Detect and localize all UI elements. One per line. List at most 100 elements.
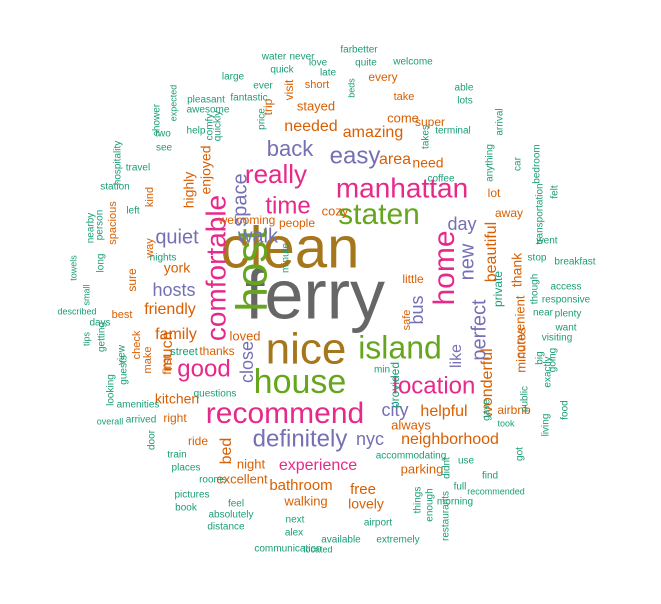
word-enough: enough [425, 488, 436, 521]
word-safe: safe [401, 310, 413, 331]
word-takes: takes [421, 125, 432, 149]
word-stayed: stayed [297, 98, 335, 113]
word-door: door [147, 429, 158, 450]
word-enjoyed: enjoyed [198, 145, 214, 194]
word-stop: stop [528, 253, 547, 264]
word-station: station [100, 182, 129, 193]
word-nearby: nearby [86, 213, 97, 244]
word-able: able [455, 83, 474, 94]
word-best: best [112, 309, 133, 321]
word-two: two [155, 129, 171, 140]
word-location: location [393, 372, 476, 399]
word-accommodating: accommodating [376, 451, 447, 462]
word-public: public [520, 386, 531, 412]
word-ever: ever [253, 81, 273, 92]
word-long: long [96, 254, 107, 273]
word-like: like [448, 344, 465, 368]
word-didnt: didnt [442, 457, 453, 479]
word-car: car [513, 156, 524, 171]
word-towels: towels [68, 255, 78, 281]
word-space: space [229, 173, 251, 226]
word-back: back [267, 136, 314, 161]
word-excellent: excellent [216, 471, 268, 486]
word-new: new [456, 243, 478, 280]
word-help: help [187, 126, 206, 137]
word-family: family [155, 326, 197, 343]
word-trip: trip [261, 98, 275, 115]
word-lots: lots [457, 96, 473, 107]
word-parking: parking [401, 461, 444, 476]
word-feel: feel [228, 499, 244, 510]
word-plenty: plenty [555, 309, 582, 320]
word-beautiful: beautiful [483, 222, 500, 283]
word-private: private [491, 271, 505, 307]
word-people: people [279, 216, 315, 230]
word-fantastic: fantastic [230, 93, 267, 104]
word-expected: expected [168, 85, 178, 122]
word-coffee: coffee [427, 174, 454, 185]
word-away: away [495, 206, 523, 220]
word-breakfast: breakfast [554, 257, 595, 268]
word-free: free [350, 481, 376, 498]
word-welcoming: welcoming [218, 213, 276, 227]
word-make: make [142, 347, 154, 374]
word-nice: nice [266, 325, 347, 374]
word-house: house [254, 363, 347, 401]
word-experience: experience [279, 457, 357, 474]
word-minutes: minutes [513, 327, 528, 373]
word-walk: walk [237, 225, 279, 247]
word-available: available [321, 535, 361, 546]
word-visit: visit [282, 79, 296, 100]
word-living: living [541, 414, 552, 437]
word-quick: quick [270, 65, 294, 76]
word-staten: staten [338, 198, 420, 231]
word-train: train [167, 450, 186, 461]
word-went: went [535, 236, 557, 247]
word-airport: airport [364, 518, 393, 529]
word-located: located [303, 544, 332, 554]
word-food: food [560, 400, 571, 419]
word-large: large [222, 72, 245, 83]
word-took: took [497, 418, 515, 428]
word-night: night [237, 456, 266, 471]
word-see: see [156, 143, 173, 154]
word-kind: kind [144, 187, 156, 207]
word-exactly: exactly [543, 356, 554, 387]
word-responsive: responsive [542, 295, 591, 306]
word-easy: easy [330, 142, 381, 169]
word-recommended: recommended [467, 486, 525, 496]
word-water: water [261, 52, 287, 63]
word-welcome: welcome [392, 57, 433, 68]
word-person: person [95, 210, 106, 241]
word-use: use [458, 456, 475, 467]
word-communication: communication [254, 544, 321, 555]
word-got: got [515, 447, 526, 461]
word-rooms: rooms [199, 475, 227, 486]
word-much: much [159, 331, 176, 370]
word-right: right [163, 411, 187, 425]
word-felt: felt [550, 185, 561, 199]
word-every: every [368, 70, 397, 84]
word-bus: bus [407, 295, 427, 324]
word-never: never [289, 52, 315, 63]
word-quickly: quickly [213, 111, 224, 142]
word-little: little [402, 272, 424, 286]
word-short: short [305, 79, 329, 91]
word-thanks: thanks [199, 344, 234, 358]
word-awesome: awesome [187, 105, 230, 116]
word-provided: provided [388, 362, 402, 408]
word-overall: overall [97, 416, 124, 426]
word-need: need [412, 155, 443, 171]
word-transportation: transportation [535, 183, 546, 244]
word-neighborhood: neighborhood [401, 431, 499, 448]
word-home: home [428, 230, 461, 305]
word-alex: alex [285, 528, 303, 539]
word-host: host [228, 228, 277, 311]
word-comfortable: comfortable [200, 195, 231, 341]
word-check: check [131, 330, 143, 359]
word-things: things [413, 487, 424, 514]
word-arrival: arrival [495, 108, 506, 135]
word-left: left [126, 206, 140, 217]
word-hospitality: hospitality [113, 141, 124, 185]
word-bed: bed [218, 438, 235, 465]
